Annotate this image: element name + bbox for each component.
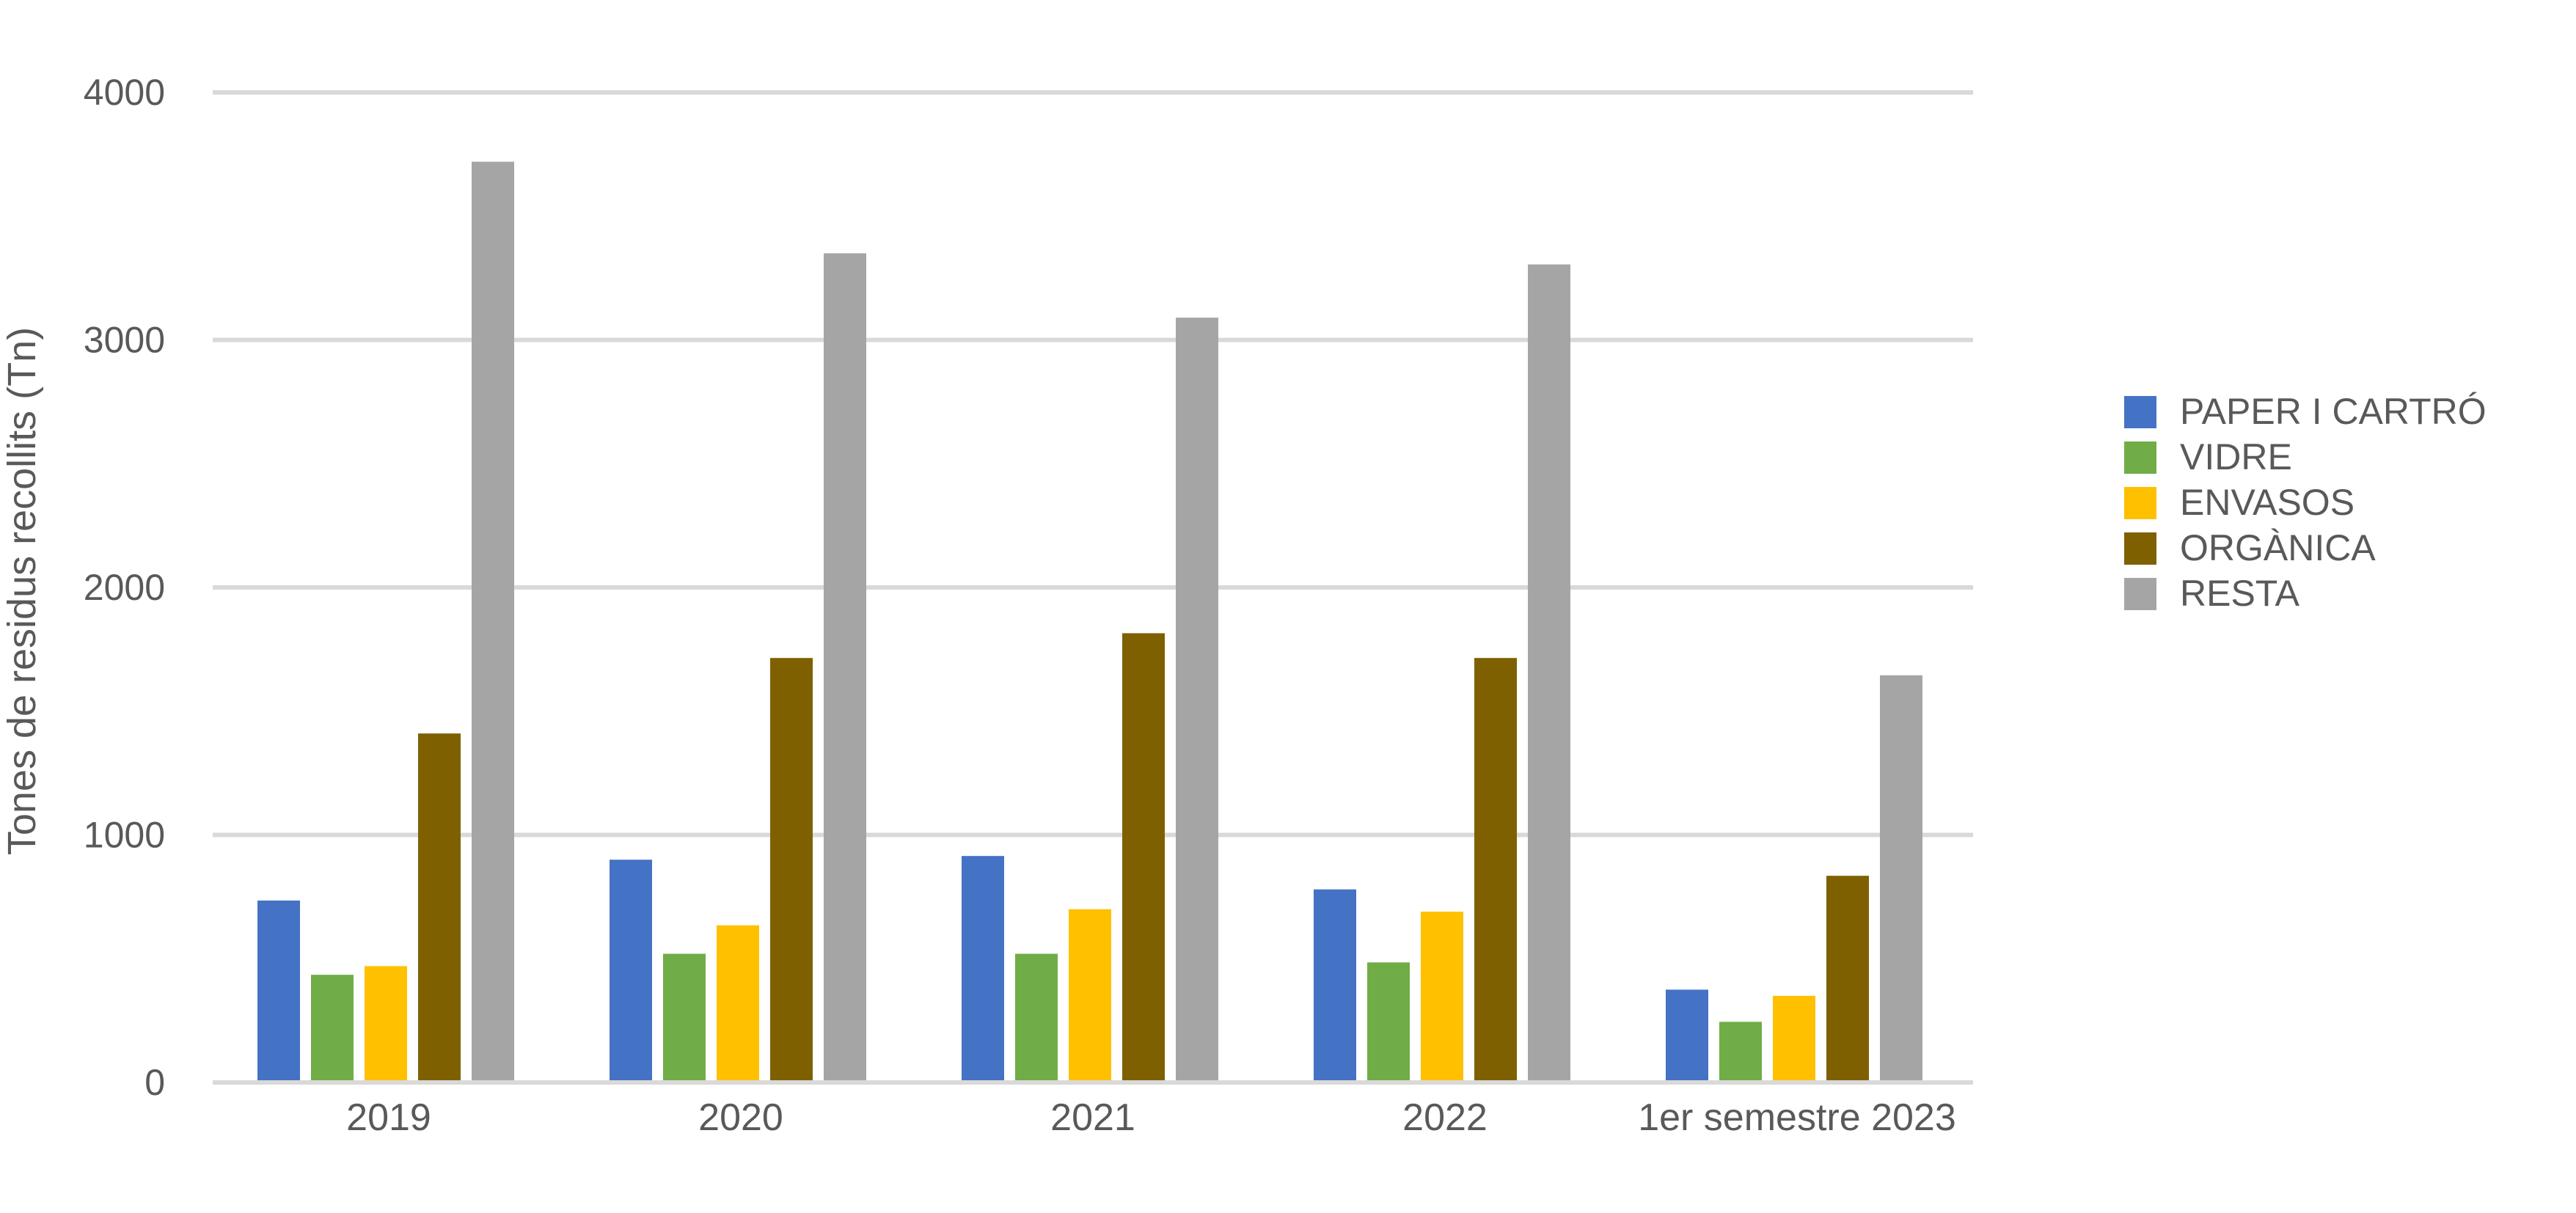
legend-swatch (2124, 441, 2156, 474)
legend-label: ORGÀNICA (2180, 527, 2376, 568)
x-category-label: 2021 (1050, 1096, 1135, 1139)
bar-3-3 (1474, 658, 1517, 1082)
legend-swatch (2124, 578, 2156, 610)
legend-label: ENVASOS (2180, 482, 2354, 523)
legend-label: RESTA (2180, 573, 2300, 614)
y-tick-label: 3000 (84, 320, 165, 361)
bar-0-0 (257, 900, 300, 1082)
bar-4-2 (1773, 995, 1815, 1082)
y-tick-label: 1000 (84, 815, 165, 856)
bar-4-3 (1826, 876, 1869, 1082)
y-axis-ticks: 0 1000 2000 3000 4000 (84, 72, 165, 1103)
legend-swatch (2124, 532, 2156, 565)
x-category-label: 2022 (1402, 1096, 1488, 1139)
x-category-label: 1er semestre 2023 (1638, 1096, 1956, 1139)
bars (257, 161, 1922, 1082)
legend-swatch (2124, 487, 2156, 519)
bar-1-4 (824, 253, 866, 1082)
x-category-label: 2020 (698, 1096, 783, 1139)
bar-2-3 (1122, 633, 1165, 1082)
bar-0-4 (472, 161, 514, 1082)
bar-4-1 (1719, 1022, 1762, 1082)
bar-2-1 (1015, 953, 1058, 1082)
bar-1-2 (717, 925, 759, 1082)
y-axis-title: Tones de residus recollits (Tn) (0, 327, 44, 855)
bar-2-2 (1069, 909, 1111, 1082)
bar-2-4 (1176, 318, 1218, 1082)
bar-0-1 (311, 975, 354, 1082)
bar-2-0 (962, 856, 1004, 1082)
bar-1-0 (610, 860, 652, 1082)
bar-0-3 (418, 733, 461, 1082)
bar-3-0 (1314, 889, 1356, 1082)
bar-3-1 (1367, 962, 1410, 1082)
legend-swatch (2124, 396, 2156, 428)
bar-4-0 (1666, 989, 1708, 1082)
bar-0-2 (365, 966, 407, 1082)
x-axis-categories: 2019 2020 2021 2022 1er semestre 2023 (346, 1096, 1956, 1139)
y-tick-label: 0 (144, 1062, 165, 1103)
legend-label: PAPER I CARTRÓ (2180, 391, 2487, 432)
bar-3-2 (1421, 912, 1463, 1082)
bar-3-4 (1528, 264, 1570, 1082)
bar-1-3 (770, 658, 813, 1082)
y-tick-label: 2000 (84, 567, 165, 608)
legend-label: VIDRE (2180, 436, 2292, 477)
y-tick-label: 4000 (84, 72, 165, 113)
bar-1-1 (663, 953, 706, 1082)
x-category-label: 2019 (346, 1096, 431, 1139)
bar-4-4 (1880, 675, 1922, 1082)
